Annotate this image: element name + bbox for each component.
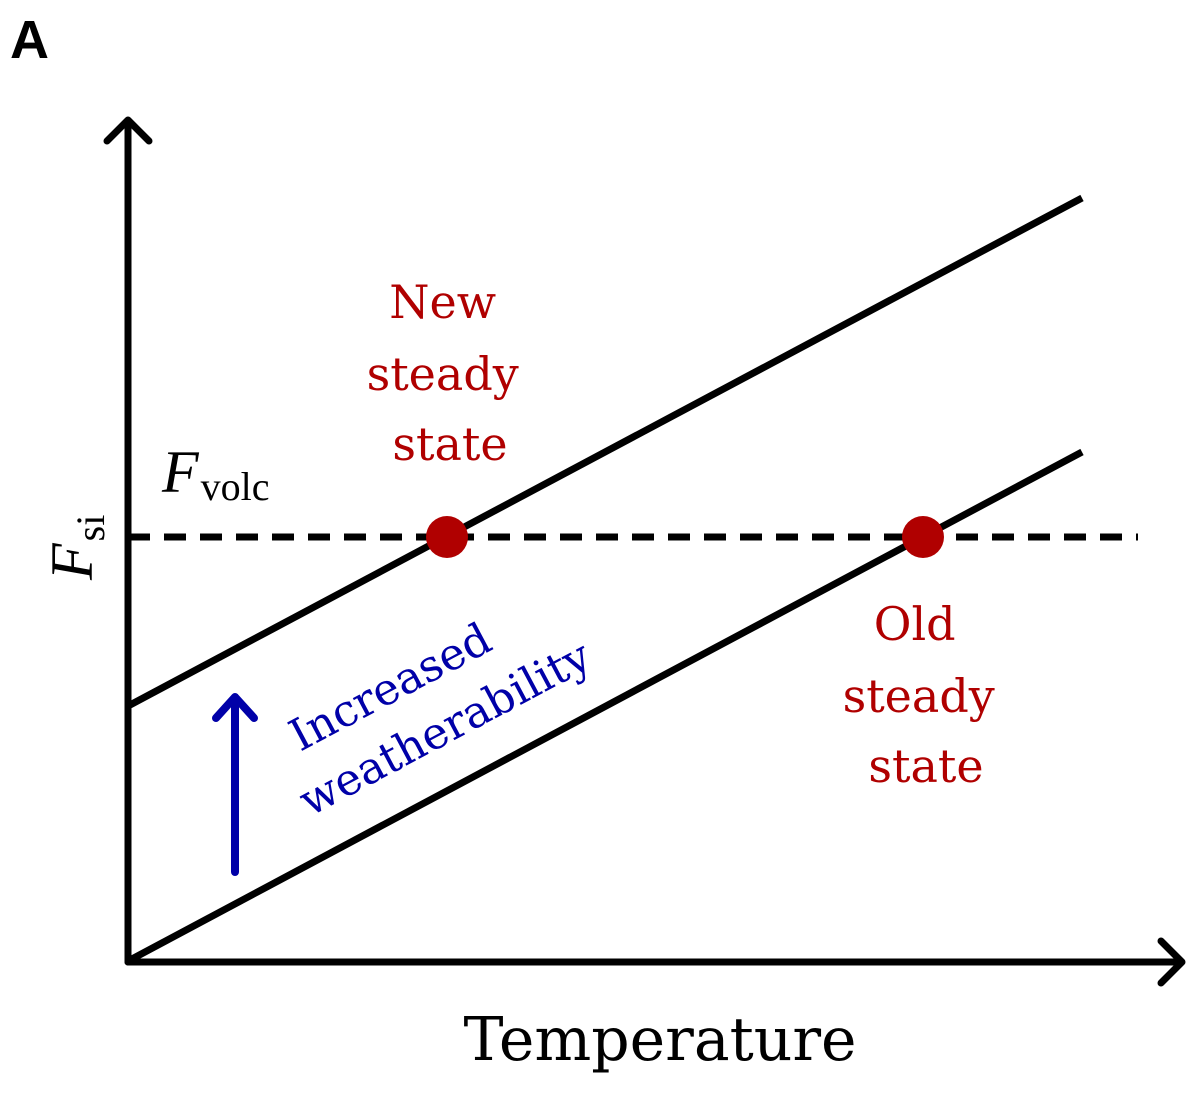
old-steady-state-marker (902, 516, 944, 558)
panel-letter: A (10, 10, 49, 70)
new-steady-state-label: New steady state (367, 275, 534, 471)
old-state-line-3: state (868, 739, 983, 793)
f-volc-label: Fvolc (161, 439, 270, 509)
f-volc-label-main: F (161, 439, 200, 505)
old-state-line-2: steady (843, 669, 995, 723)
f-volc-label-sub: volc (201, 464, 270, 509)
weatherability-arrow (212, 693, 258, 876)
old-steady-state-label: Old steady state (843, 597, 1010, 793)
y-axis-label: Fsi (39, 515, 113, 581)
old-state-line-1: Old (874, 597, 956, 651)
svg-text:Fsi: Fsi (39, 515, 113, 581)
y-axis-label-sub: si (68, 515, 113, 542)
up-arrow-icon (212, 693, 258, 722)
x-axis-arrowhead-icon (1157, 937, 1186, 987)
axes (103, 116, 1186, 987)
x-axis-label: Temperature (463, 1005, 856, 1075)
y-axis-label-main: F (39, 542, 105, 581)
new-steady-state-marker (426, 516, 468, 558)
weatherability-annotation: Increased weatherability (262, 576, 600, 827)
upper-weathering-line (128, 194, 1084, 709)
new-state-line-2: steady (367, 347, 519, 401)
new-state-line-3: state (392, 417, 507, 471)
y-axis-arrowhead-icon (103, 116, 153, 145)
new-state-line-1: New (389, 275, 496, 329)
